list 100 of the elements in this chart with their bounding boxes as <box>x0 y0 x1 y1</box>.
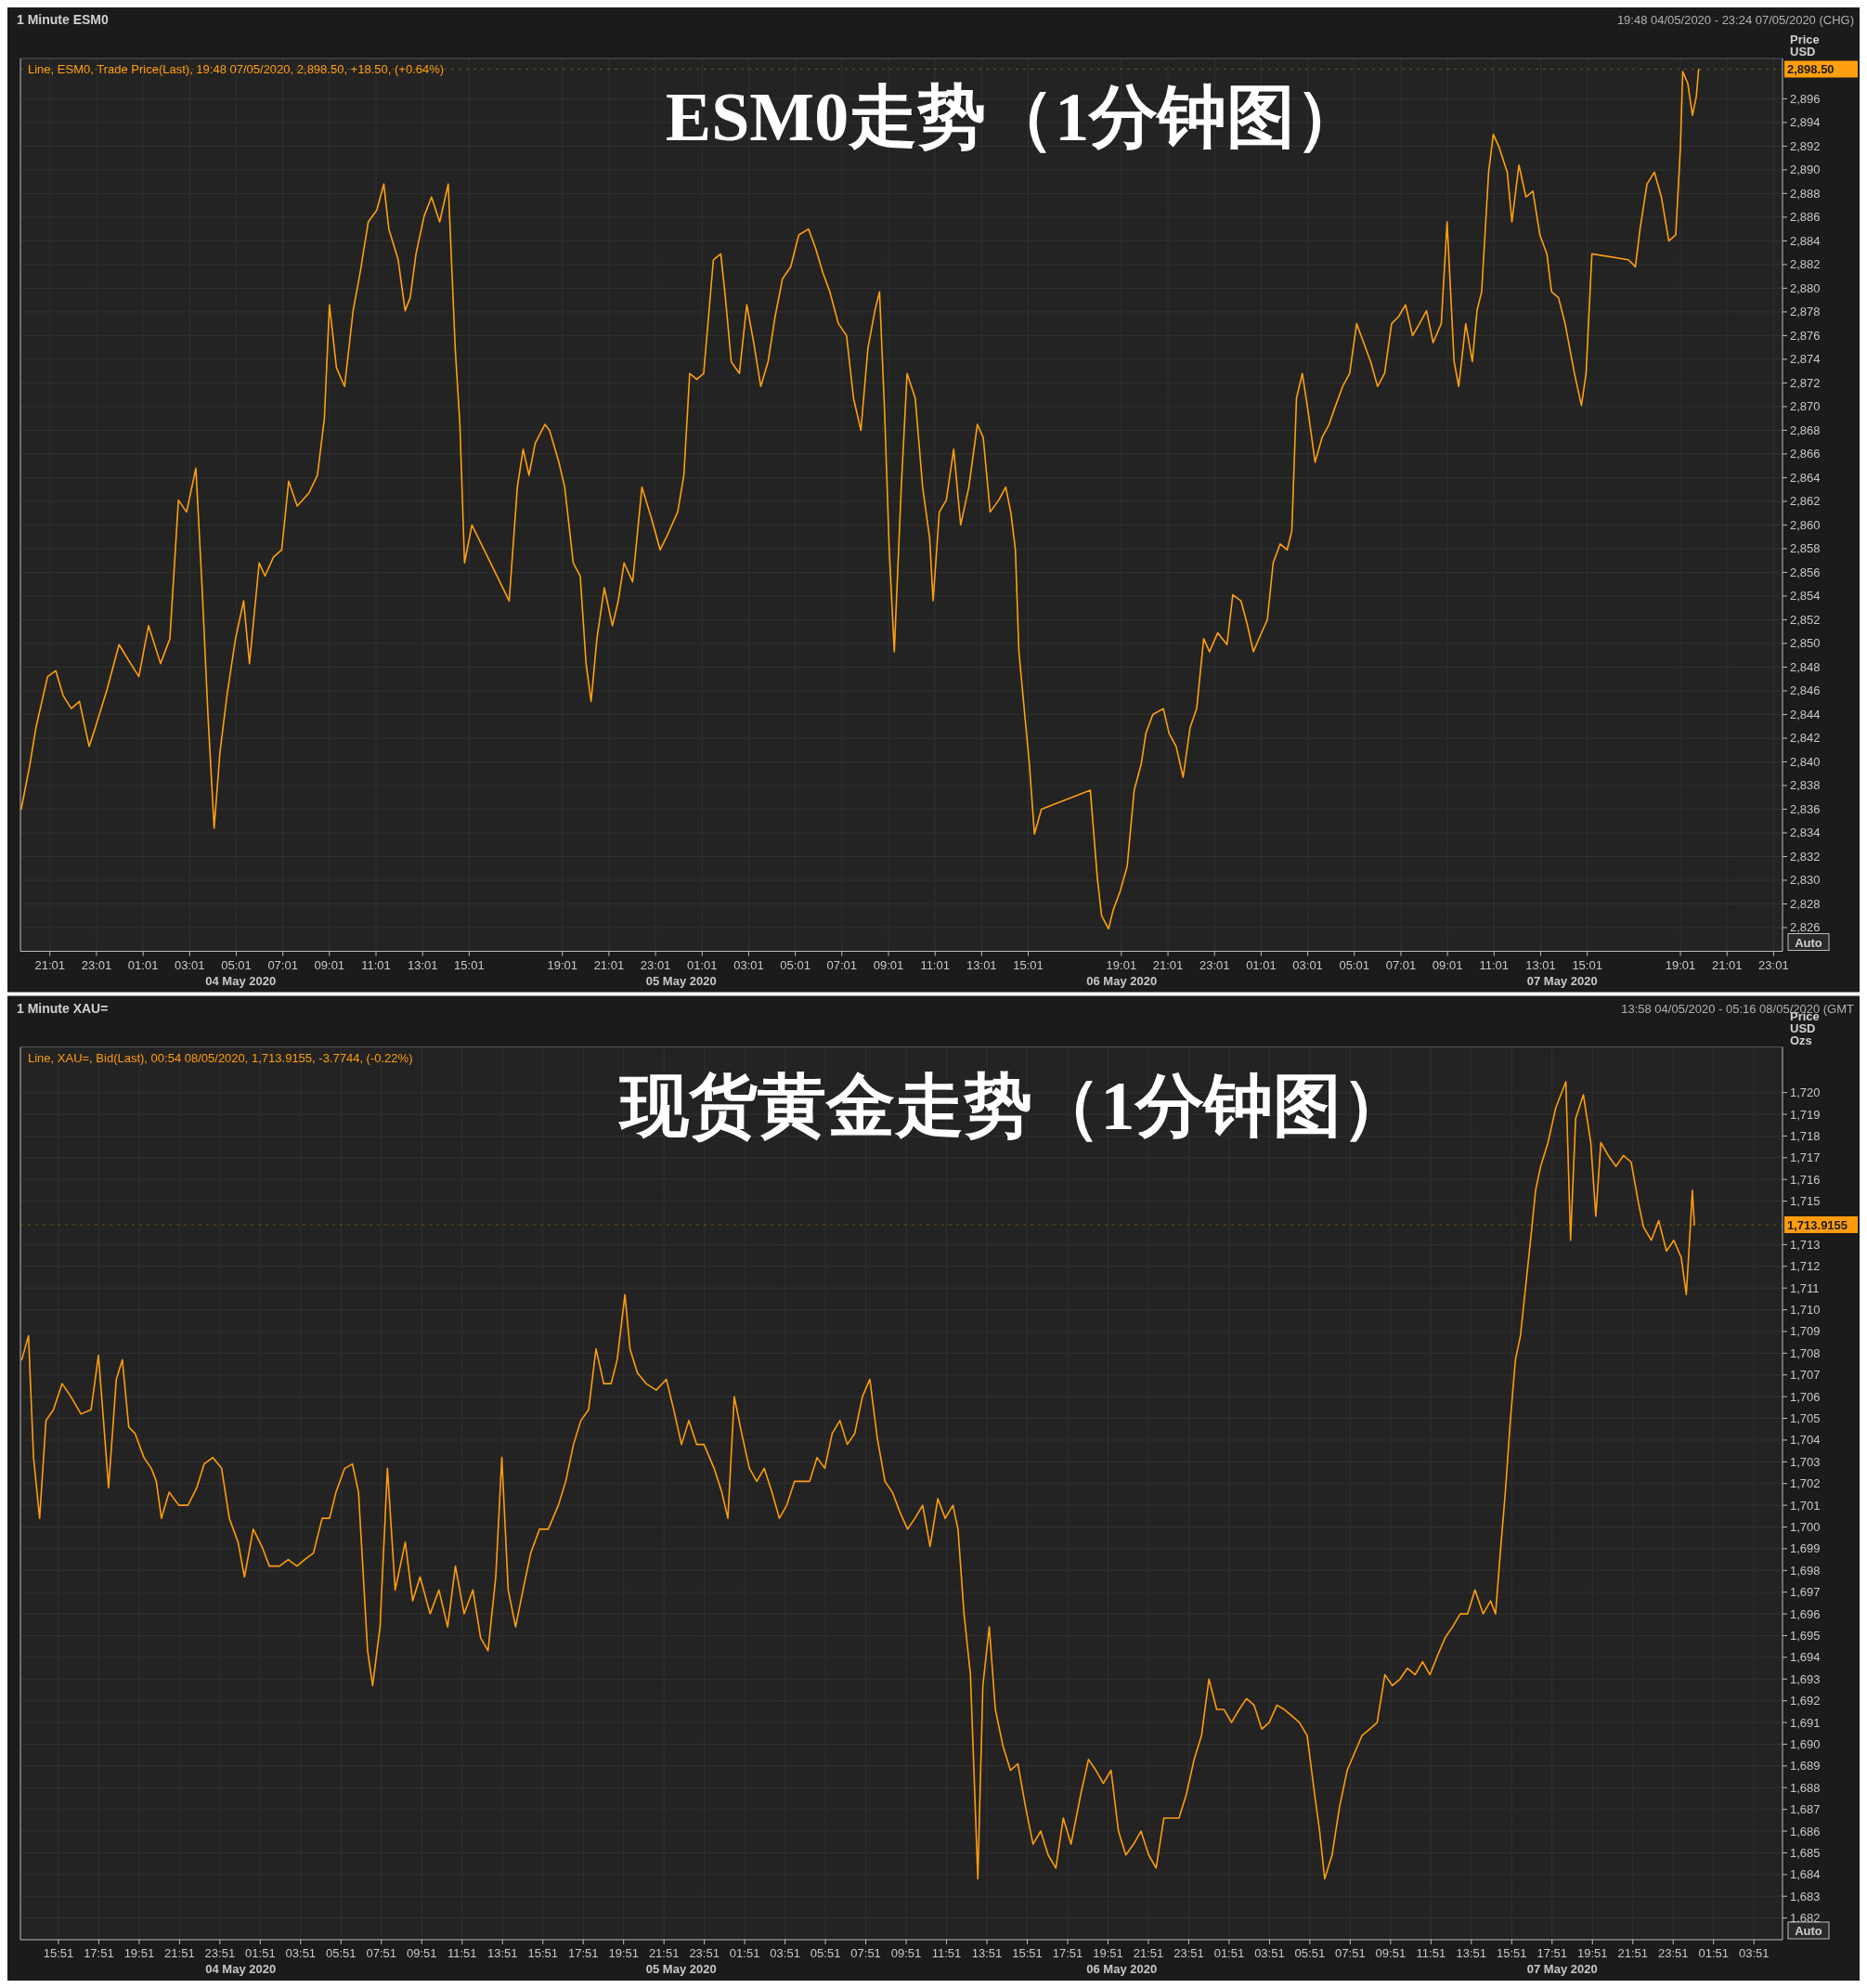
y-tick-label: 2,832 <box>1790 849 1821 864</box>
y-tick-label: 1,688 <box>1790 1780 1821 1795</box>
x-tick-label: 11:51 <box>931 1946 962 1960</box>
x-tick-label: 19:51 <box>1093 1946 1123 1960</box>
y-tick-label: 2,848 <box>1790 659 1821 674</box>
x-tick-label: 13:51 <box>486 1946 518 1960</box>
y-tick-label: 1,701 <box>1790 1498 1821 1513</box>
x-tick-label: 15:51 <box>527 1946 559 1960</box>
x-tick-label: 01:51 <box>1698 1946 1729 1960</box>
x-tick-label: 19:01 <box>547 957 578 972</box>
y-tick-label: 2,862 <box>1790 494 1821 509</box>
chart-subtitle: 1 Minute XAU= <box>17 1000 109 1016</box>
x-tick-label: 07:51 <box>1335 1946 1366 1960</box>
y-tick-label: 1,702 <box>1790 1476 1821 1491</box>
y-tick-label: 2,882 <box>1790 257 1821 272</box>
auto-button: Auto <box>1787 933 1830 951</box>
y-tick-label: 1,689 <box>1790 1759 1821 1774</box>
ref-line-label: 2,898.50 <box>1787 62 1835 77</box>
y-tick-label: 2,840 <box>1790 754 1821 769</box>
x-tick-label: 11:51 <box>447 1946 477 1960</box>
x-tick-label: 07:01 <box>267 957 298 972</box>
y-tick-label: 1,699 <box>1790 1541 1821 1556</box>
y-tick-label: 2,872 <box>1790 375 1821 390</box>
y-tick-label: 1,706 <box>1790 1389 1821 1404</box>
x-tick-label: 21:01 <box>34 957 66 972</box>
y-tick-label: 1,683 <box>1790 1889 1821 1904</box>
y-tick-label: 2,874 <box>1790 352 1821 367</box>
y-tick-label: 2,894 <box>1790 115 1821 130</box>
y-tick-label: 2,828 <box>1790 896 1821 911</box>
y-tick-label: 1,720 <box>1790 1085 1821 1100</box>
x-tick-label: 23:01 <box>1758 957 1789 972</box>
x-tick-label: 03:01 <box>1292 957 1323 972</box>
y-tick-label: 2,854 <box>1790 589 1821 604</box>
x-tick-label: 19:01 <box>1665 957 1696 972</box>
y-tick-label: 1,712 <box>1790 1259 1821 1274</box>
x-tick-label: 03:51 <box>1254 1946 1285 1960</box>
y-tick-label: 1,690 <box>1790 1736 1821 1751</box>
x-tick-label: 09:01 <box>873 957 904 972</box>
y-tick-label: 1,705 <box>1790 1411 1821 1426</box>
y-tick-label: 1,710 <box>1790 1303 1821 1318</box>
text: 05 May 2020 <box>645 973 717 988</box>
y-tick-label: 1,709 <box>1790 1324 1821 1339</box>
y-tick-label: 2,888 <box>1790 186 1821 201</box>
y-tick-label: 2,896 <box>1790 91 1821 106</box>
x-tick-label: 19:51 <box>608 1946 639 1960</box>
x-tick-label: 13:01 <box>966 957 997 972</box>
y-tick-label: 2,884 <box>1790 233 1821 248</box>
x-tick-label: 21:51 <box>164 1946 195 1960</box>
x-tick-label: 19:51 <box>1577 1946 1608 1960</box>
y-tick-label: 1,694 <box>1790 1650 1821 1665</box>
y-tick-label: 1,687 <box>1790 1802 1821 1817</box>
x-tick-label: 03:01 <box>733 957 764 972</box>
x-tick-label: 11:01 <box>920 957 950 972</box>
y-tick-label: 2,892 <box>1790 138 1821 153</box>
x-tick-label: 11:01 <box>1479 957 1510 972</box>
x-tick-label: 05:51 <box>1294 1946 1326 1960</box>
x-tick-label: 09:01 <box>314 957 345 972</box>
y-tick-label: 1,698 <box>1790 1563 1821 1578</box>
text: 06 May 2020 <box>1086 1962 1158 1976</box>
auto-button: Auto <box>1787 1921 1830 1940</box>
y-tick-label: 1,711 <box>1790 1280 1820 1295</box>
y-tick-label: 2,856 <box>1790 565 1821 579</box>
x-tick-label: 01:01 <box>687 957 718 972</box>
y-tick-label: 2,826 <box>1790 920 1821 935</box>
x-tick-label: 05:51 <box>326 1946 357 1960</box>
x-tick-label: 09:51 <box>407 1946 437 1960</box>
text: 05 May 2020 <box>645 1962 717 1976</box>
y-tick-label: 2,842 <box>1790 731 1821 746</box>
y-tick-label: 1,708 <box>1790 1345 1821 1360</box>
x-tick-label: 11:51 <box>1416 1946 1446 1960</box>
chart-title: 现货黄金走势（1分钟图） <box>616 1067 1410 1144</box>
text: 04 May 2020 <box>205 973 277 988</box>
x-tick-label: 17:51 <box>1052 1946 1083 1960</box>
y-tick-label: 2,850 <box>1790 636 1821 651</box>
x-tick-label: 03:01 <box>175 957 205 972</box>
y-tick-label: 1,715 <box>1790 1194 1821 1209</box>
x-tick-label: 09:01 <box>1432 957 1463 972</box>
x-tick-label: 07:51 <box>366 1946 397 1960</box>
x-tick-label: 03:51 <box>285 1946 317 1960</box>
y-tick-label: 1,719 <box>1790 1107 1821 1122</box>
x-tick-label: 13:01 <box>1525 957 1556 972</box>
y-tick-label: 2,868 <box>1790 422 1821 437</box>
y-tick-label: 1,718 <box>1790 1128 1821 1143</box>
y-tick-label: 1,692 <box>1790 1694 1821 1709</box>
y-tick-label: 1,684 <box>1790 1867 1821 1882</box>
x-tick-label: 01:01 <box>127 957 159 972</box>
x-tick-label: 09:51 <box>890 1946 922 1960</box>
x-tick-label: 15:51 <box>1497 1946 1527 1960</box>
x-tick-label: 03:51 <box>770 1946 800 1960</box>
y-tick-label: 1,693 <box>1790 1671 1821 1686</box>
x-tick-label: 09:51 <box>1375 1946 1407 1960</box>
y-tick-label: 1,717 <box>1790 1150 1821 1165</box>
x-tick-label: 03:51 <box>1738 1946 1770 1960</box>
y-axis-title: Price USD <box>1790 32 1820 58</box>
y-tick-label: 2,834 <box>1790 825 1821 840</box>
text: 07 May 2020 <box>1526 1962 1598 1976</box>
x-tick-label: 07:01 <box>826 957 858 972</box>
annotation: Line, XAU=, Bid(Last), 00:54 08/05/2020, 1,713.9155, -3.7744, (-0.22%) <box>28 1050 413 1065</box>
y-tick-label: 1,697 <box>1790 1585 1821 1600</box>
text: 19:48 04/05/2020 - 23:24 07/05/2020 (CHG) <box>1616 13 1854 27</box>
